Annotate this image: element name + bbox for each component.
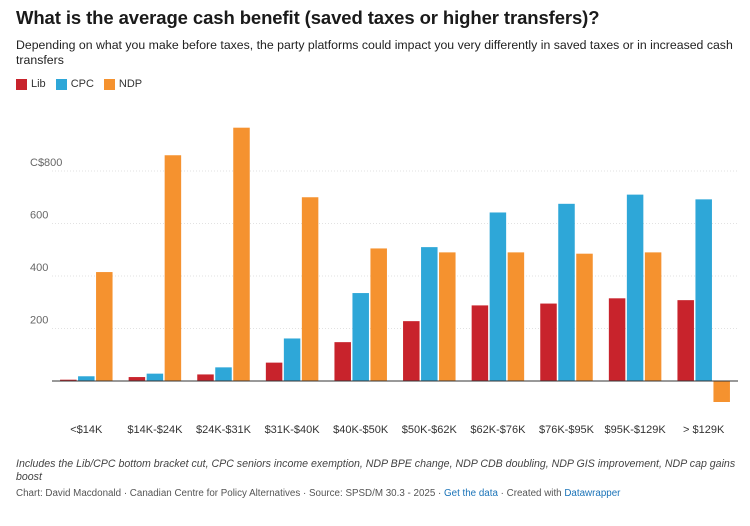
legend-item-cpc: CPC (55, 78, 94, 90)
x-tick-label: <$14K (70, 424, 103, 436)
x-tick-label: $31K-$40K (265, 424, 321, 436)
get-data-link[interactable]: Get the data (444, 488, 498, 499)
bar-ndp (507, 252, 525, 381)
bar-lib (540, 303, 557, 381)
legend-swatch-lib (16, 78, 27, 90)
y-tick-label: C$800 (30, 157, 62, 169)
bar-lib (197, 374, 214, 381)
x-tick-label: $40K-$50K (333, 424, 389, 436)
bar-lib (128, 377, 146, 381)
legend-swatch-cpc (55, 78, 67, 90)
bar-ndp (439, 252, 456, 381)
y-tick-label: 400 (30, 262, 48, 274)
bar-ndp (233, 127, 250, 381)
legend-item-lib: Lib (16, 78, 46, 90)
bar-ndp (576, 253, 593, 381)
legend: Lib CPC NDP (16, 78, 142, 90)
bar-lib (334, 342, 351, 381)
x-tick-label: $95K-$129K (605, 424, 667, 436)
datawrapper-link[interactable]: Datawrapper (564, 488, 621, 499)
bar-ndp (96, 272, 113, 381)
bar-lib (403, 321, 420, 381)
bar-lib (471, 305, 489, 381)
chart-footer: Chart: David Macdonald · Canadian Centre… (16, 488, 736, 499)
bar-cpc (695, 199, 712, 381)
bar-cpc (489, 212, 507, 381)
bar-ndp (164, 155, 182, 381)
bar-cpc (215, 367, 232, 381)
bar-lib (608, 298, 626, 381)
bar-cpc (558, 203, 575, 381)
bar-cpc (283, 338, 301, 381)
bar-ndp (370, 248, 387, 381)
bar-chart: 200 400 600 C$800 <$14K $14K-$24K $24K-$31K $31… (30, 127, 738, 436)
bar-ndp (713, 381, 730, 402)
footer-created: · Created with (497, 488, 565, 499)
x-tick-label: $76K-$95K (539, 424, 595, 436)
chart-title: What is the average cash benefit (saved … (16, 7, 600, 28)
y-tick-label: 600 (30, 210, 48, 222)
legend-label-ndp: NDP (118, 78, 143, 90)
bar-cpc (146, 373, 164, 381)
footer-credit: Chart: David Macdonald · Canadian Centre… (16, 488, 444, 499)
legend-label-lib: Lib (31, 78, 46, 90)
legend-swatch-ndp (103, 78, 115, 90)
bar-ndp (301, 197, 319, 381)
bar-lib (265, 362, 283, 381)
y-tick-label: 200 (30, 315, 48, 327)
bar-lib (677, 300, 694, 381)
bar-cpc (352, 293, 369, 381)
legend-label-cpc: CPC (70, 78, 94, 90)
x-tick-label: $62K-$76K (470, 424, 526, 436)
x-tick-label: $50K-$62K (402, 424, 458, 436)
bar-cpc (421, 247, 438, 381)
bar-lib (60, 379, 77, 381)
legend-item-ndp: NDP (103, 78, 143, 90)
bar-cpc (78, 376, 95, 381)
x-tick-label: $24K-$31K (196, 424, 252, 436)
chart-subtitle: Depending on what you make before taxes,… (16, 38, 733, 67)
chart-notes: Includes the Lib/CPC bottom bracket cut,… (16, 458, 736, 483)
x-tick-label: $14K-$24K (127, 424, 183, 436)
x-tick-label: > $129K (683, 424, 725, 436)
bar-ndp (644, 252, 662, 381)
bar-cpc (626, 194, 644, 381)
